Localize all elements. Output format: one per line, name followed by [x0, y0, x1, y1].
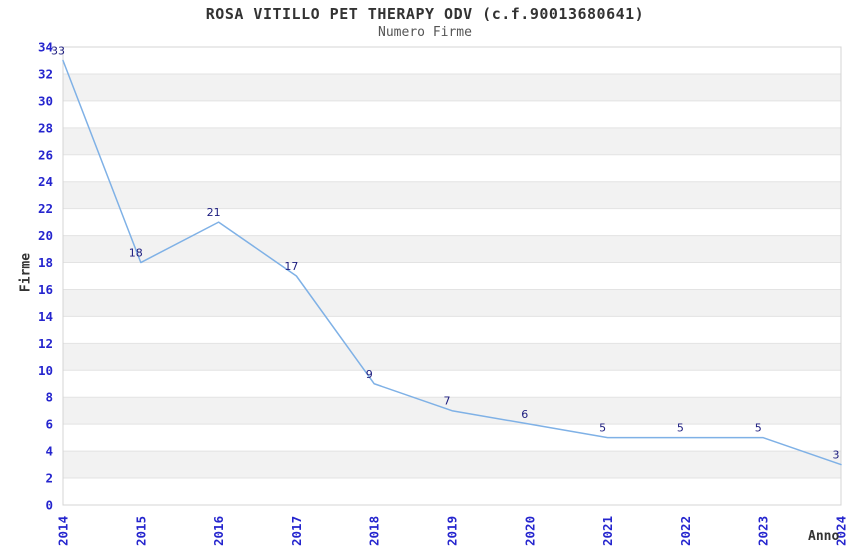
y-tick-label: 20 [38, 228, 53, 243]
y-tick-label: 4 [45, 444, 53, 459]
y-tick-label: 24 [38, 174, 53, 189]
y-tick-label: 18 [38, 255, 53, 270]
y-tick-label: 12 [38, 336, 53, 351]
data-point-label: 5 [599, 422, 606, 435]
y-tick-label: 26 [38, 147, 53, 162]
plot-band [63, 289, 841, 317]
data-point-label: 21 [207, 206, 221, 219]
x-tick-label: 2017 [289, 516, 304, 546]
x-tick-label: 2024 [834, 516, 849, 546]
y-tick-label: 16 [38, 282, 53, 297]
y-axis-title: Firme [18, 252, 34, 293]
y-tick-label: 0 [45, 498, 53, 513]
x-tick-label: 2015 [133, 516, 148, 546]
data-line [62, 59, 842, 466]
y-tick-label: 8 [45, 390, 53, 405]
data-point-label: 5 [755, 422, 762, 435]
x-tick-label: 2019 [445, 516, 460, 546]
y-tick-label: 28 [38, 120, 53, 135]
y-tick-label: 32 [38, 66, 53, 81]
y-tick-label: 30 [38, 93, 53, 108]
data-point-label: 18 [129, 247, 143, 260]
y-tick-label: 34 [38, 40, 53, 55]
plot-band [63, 127, 841, 155]
plot-band [63, 343, 841, 371]
plot-border [62, 46, 842, 506]
data-point-label: 6 [521, 408, 528, 421]
x-tick-label: 2016 [211, 516, 226, 546]
y-tick-label: 14 [38, 309, 53, 324]
y-tick-label: 22 [38, 201, 53, 216]
x-tick-label: 2022 [678, 516, 693, 546]
y-tick-label: 6 [45, 417, 53, 432]
y-tick-label: 10 [38, 363, 53, 378]
data-point-label: 5 [677, 422, 684, 435]
x-tick-label: 2020 [522, 516, 537, 546]
data-point-label: 33 [51, 44, 65, 57]
data-point-label: 7 [444, 395, 451, 408]
x-tick-label: 2023 [756, 516, 771, 546]
data-point-label: 9 [366, 368, 373, 381]
chart-subtitle: Numero Firme [378, 25, 472, 40]
x-tick-label: 2018 [367, 516, 382, 546]
plot-band [63, 181, 841, 209]
y-tick-label: 2 [45, 471, 53, 486]
x-tick-label: 2014 [56, 516, 71, 546]
plot-band [63, 235, 841, 263]
data-point-label: 17 [284, 260, 298, 273]
x-tick-label: 2021 [600, 516, 615, 546]
x-axis-title: Anno [808, 529, 840, 544]
plot-band [63, 73, 841, 101]
data-point-label: 3 [833, 449, 840, 462]
plot-band [63, 451, 841, 479]
chart-title: ROSA VITILLO PET THERAPY ODV (c.f.900136… [205, 5, 645, 23]
